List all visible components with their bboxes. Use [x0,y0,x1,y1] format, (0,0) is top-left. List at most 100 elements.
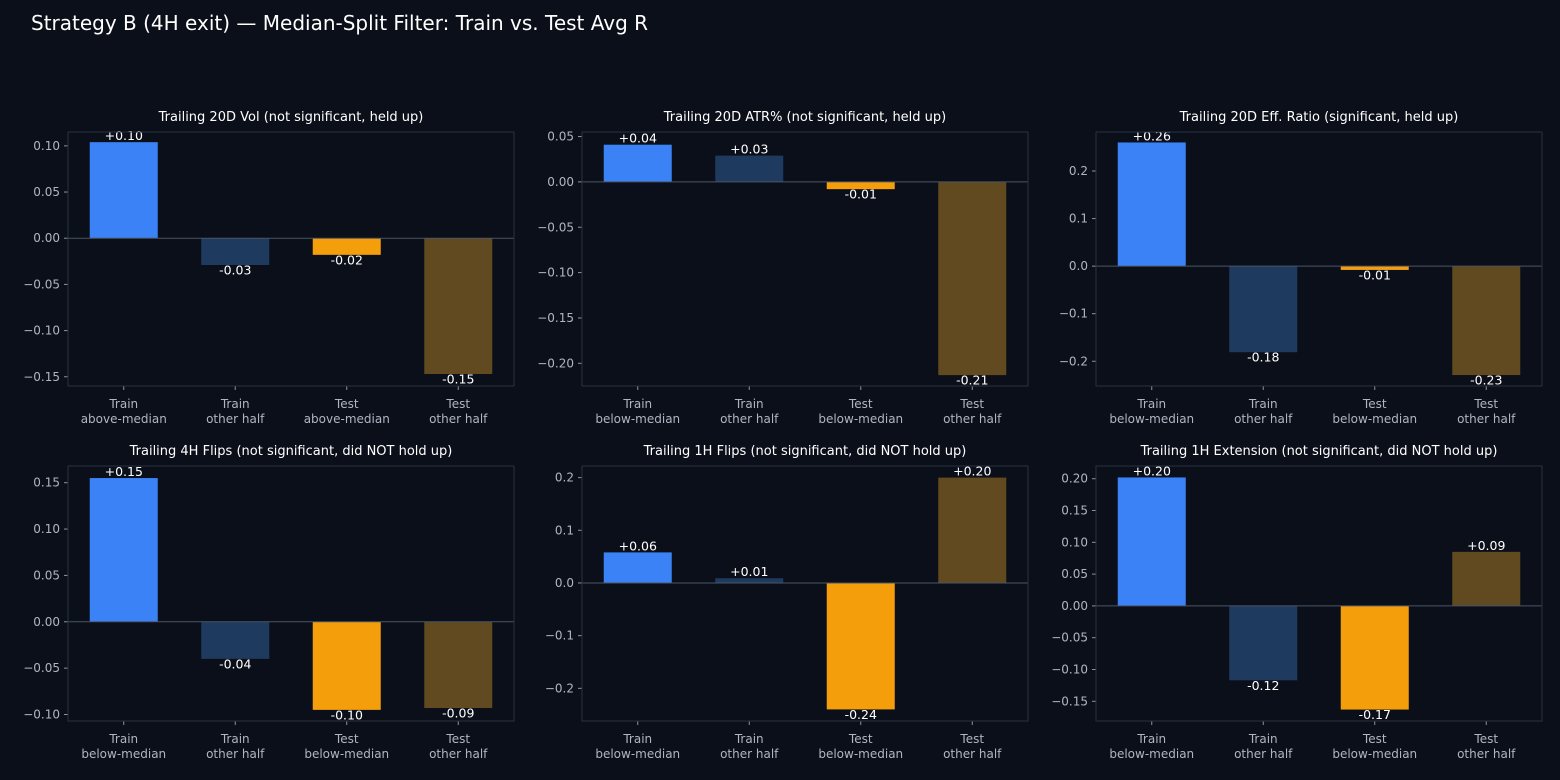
bar-1 [89,142,158,239]
bar-3 [1340,266,1409,270]
y-tick-label: 0.20 [1061,472,1088,486]
bar-2 [1229,605,1298,681]
y-tick-label: −0.2 [1059,354,1088,368]
panel-title: Trailing 1H Flips (not significant, did … [643,444,967,459]
data-label: +0.10 [105,128,143,143]
y-tick-label: −0.2 [545,681,574,695]
bar-4 [938,477,1007,583]
data-label: -0.01 [845,187,877,202]
y-tick-label: −0.15 [23,370,60,384]
y-tick-label: 0.1 [555,523,574,537]
bar-1 [89,478,158,622]
data-label: -0.18 [1247,350,1279,365]
chart-panel-3: Trailing 20D Eff. Ratio (significant, he… [1059,110,1543,426]
x-tick-label: Train below-median [81,732,166,761]
x-tick-label: Train above-median [81,397,167,426]
panel-title: Trailing 20D Vol (not significant, held … [158,110,424,125]
y-tick-label: −0.1 [1059,307,1088,321]
x-tick-label: Test above-median [304,397,390,426]
page-title: Strategy B (4H exit) — Median-Split Filt… [31,11,649,35]
bar-4 [1452,551,1521,606]
y-tick-label: −0.05 [1051,631,1088,645]
data-label: -0.03 [219,263,251,278]
x-tick-label: Train below-median [1109,397,1194,426]
bar-3 [312,621,381,710]
x-tick-label: Train other half [720,397,779,426]
data-label: -0.24 [845,707,877,722]
bar-1 [1117,142,1186,267]
plot-frame [1095,131,1543,387]
y-tick-label: 0.2 [1069,164,1088,178]
panel-title: Trailing 1H Extension (not significant, … [1140,444,1498,459]
x-tick-label: Train other half [720,732,779,761]
x-tick-label: Train other half [1234,397,1293,426]
y-tick-label: −0.10 [1051,662,1088,676]
y-tick-label: −0.10 [537,266,574,280]
panel-title: Trailing 20D ATR% (not significant, held… [663,110,947,125]
x-tick-label: Test other half [1457,397,1516,426]
y-tick-label: −0.10 [23,324,60,338]
y-tick-label: −0.1 [545,629,574,643]
plot-frame [1095,465,1543,722]
chart-panel-5: Trailing 1H Flips (not significant, did … [545,444,1029,761]
data-label: -0.04 [219,656,251,671]
x-tick-label: Test below-median [1332,397,1417,426]
x-tick-label: Test other half [943,732,1002,761]
y-tick-label: 0.0 [1069,259,1088,273]
data-label: +0.04 [619,131,657,146]
y-tick-label: 0.05 [33,185,60,199]
bar-4 [1452,266,1521,376]
y-tick-label: 0.10 [33,139,60,153]
y-tick-label: 0.0 [555,576,574,590]
y-tick-label: 0.15 [1061,504,1088,518]
chart-panel-6: Trailing 1H Extension (not significant, … [1051,444,1543,761]
bar-2 [1229,266,1298,353]
y-tick-label: −0.15 [1051,694,1088,708]
x-tick-label: Test below-median [1332,732,1417,761]
chart-panel-2: Trailing 20D ATR% (not significant, held… [537,110,1029,426]
x-tick-label: Test other half [1457,732,1516,761]
x-tick-label: Train below-median [595,732,680,761]
plot-frame [67,465,515,722]
y-tick-label: 0.00 [547,175,574,189]
bar-3 [1340,605,1409,710]
panel-title: Trailing 20D Eff. Ratio (significant, he… [1179,110,1459,125]
chart-panel-1: Trailing 20D Vol (not significant, held … [23,110,515,426]
plot-frame [67,131,515,387]
plot-frame [581,465,1029,722]
data-label: -0.01 [1359,267,1391,282]
x-tick-label: Test below-median [818,397,903,426]
bar-4 [424,238,493,374]
x-tick-label: Train below-median [1109,732,1194,761]
chart-panel-4: Trailing 4H Flips (not significant, did … [23,444,515,761]
data-label: +0.03 [730,142,768,157]
bar-3 [826,582,895,710]
bar-2 [715,155,784,182]
data-label: +0.09 [1467,538,1505,553]
y-tick-label: 0.05 [547,130,574,144]
y-tick-label: 0.00 [33,615,60,629]
bar-4 [938,181,1007,376]
y-tick-label: 0.00 [1061,599,1088,613]
data-label: -0.15 [442,371,474,386]
data-label: +0.01 [730,564,768,579]
x-tick-label: Train below-median [595,397,680,426]
bar-1 [1117,477,1186,606]
y-tick-label: −0.05 [23,661,60,675]
x-tick-label: Train other half [206,732,265,761]
bar-2 [715,578,784,583]
data-label: -0.02 [331,252,363,267]
x-tick-label: Train other half [206,397,265,426]
data-label: -0.21 [956,373,988,388]
x-tick-label: Test other half [429,732,488,761]
data-label: -0.12 [1247,678,1279,693]
data-label: -0.17 [1359,707,1391,722]
x-tick-label: Test below-median [818,732,903,761]
y-tick-label: −0.10 [23,708,60,722]
y-tick-label: 0.05 [1061,567,1088,581]
data-label: +0.06 [619,538,657,553]
bar-3 [312,238,381,255]
bar-4 [424,621,493,709]
plot-frame [581,131,1029,387]
